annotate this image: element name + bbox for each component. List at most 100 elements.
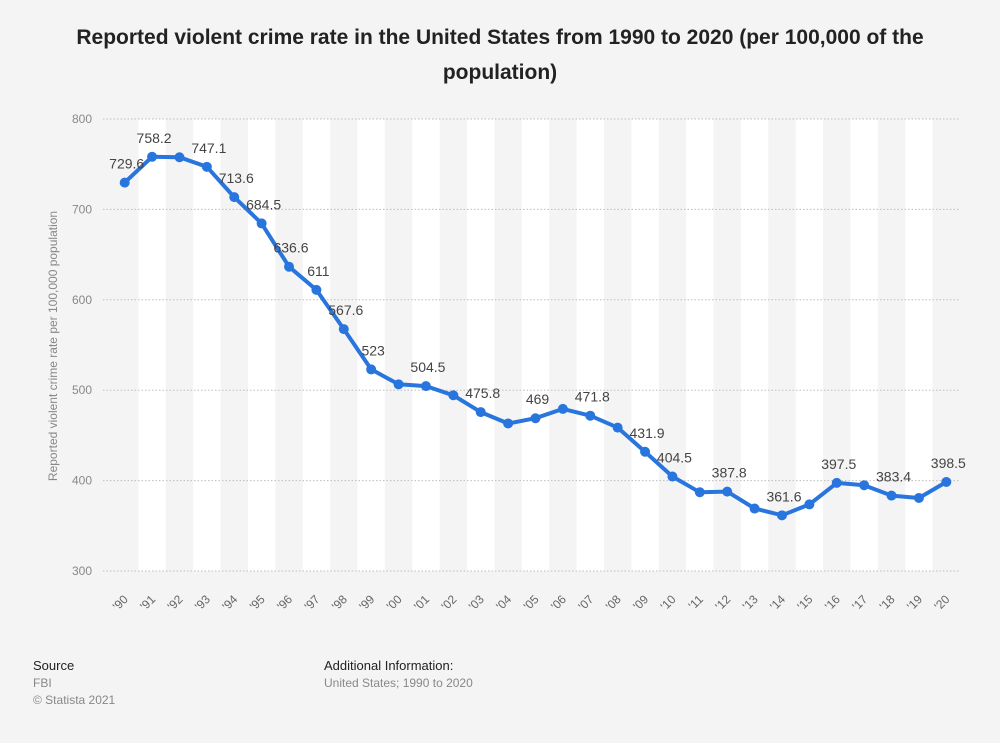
data-label: 567.6 (328, 302, 363, 318)
x-tick-label: '12 (712, 592, 733, 613)
data-label: 398.5 (931, 455, 966, 471)
x-tick-label: '95 (247, 592, 268, 613)
data-point-99[interactable] (366, 364, 377, 375)
data-point-16[interactable] (831, 477, 842, 488)
x-tick-label: '00 (384, 592, 405, 613)
data-point-92[interactable] (174, 152, 185, 163)
band-27 (850, 119, 878, 571)
x-tick-label: '15 (795, 592, 816, 613)
data-point-11[interactable] (694, 487, 705, 498)
x-tick-label: '91 (137, 592, 158, 613)
copyright[interactable]: © Statista 2021 (33, 693, 116, 707)
x-tick-label: '20 (931, 592, 952, 613)
line-chart: 300 400 500 600 700 800 Reported violent crim… (46, 112, 966, 613)
data-label: 475.8 (465, 385, 500, 401)
additional-info-block: Additional Information: United States; 1… (324, 657, 473, 692)
x-tick-label: '06 (548, 592, 569, 613)
data-point-15[interactable] (804, 499, 815, 510)
x-tick-label: '08 (603, 592, 624, 613)
data-label: 758.2 (137, 130, 172, 146)
data-point-97[interactable] (311, 284, 322, 295)
data-point-98[interactable] (338, 324, 349, 335)
y-tick-label: 500 (72, 383, 92, 397)
x-tick-label: '96 (274, 592, 295, 613)
data-label: 523 (361, 342, 385, 358)
x-tick-label: '04 (493, 592, 514, 613)
x-tick-label: '97 (302, 592, 323, 613)
data-point-14[interactable] (776, 510, 787, 521)
data-label: 383.4 (876, 469, 911, 485)
data-point-10[interactable] (667, 471, 678, 482)
y-tick-label: 300 (72, 564, 92, 578)
data-label: 431.9 (630, 425, 665, 441)
band-23 (740, 119, 769, 571)
x-tick-label: '99 (356, 592, 377, 613)
data-point-08[interactable] (612, 422, 623, 433)
x-tick-label: '07 (575, 592, 596, 613)
x-tick-label: '10 (658, 592, 679, 613)
x-tick-label: '92 (165, 592, 186, 613)
gridlines (103, 118, 960, 572)
data-label: 404.5 (657, 450, 692, 466)
y-tick-label: 700 (72, 202, 92, 216)
band-29 (905, 119, 933, 571)
data-point-91[interactable] (147, 151, 158, 162)
data-point-94[interactable] (229, 192, 240, 203)
band-9 (357, 119, 385, 571)
data-point-02[interactable] (448, 390, 459, 401)
alternating-bands (138, 119, 933, 571)
data-point-03[interactable] (475, 407, 486, 418)
band-3 (193, 119, 221, 571)
y-axis-ticks: 300 400 500 600 700 800 (72, 112, 92, 578)
x-tick-label: '01 (411, 592, 432, 613)
y-axis-label: Reported violent crime rate per 100,000 … (46, 211, 60, 481)
data-point-01[interactable] (420, 381, 431, 392)
x-tick-label: '90 (110, 592, 131, 613)
source-name[interactable]: FBI (33, 676, 52, 690)
data-label: 469 (526, 391, 550, 407)
x-tick-label: '98 (329, 592, 350, 613)
data-point-00[interactable] (393, 379, 404, 390)
info-text: United States; 1990 to 2020 (324, 676, 473, 690)
data-point-12[interactable] (722, 486, 733, 497)
data-label: 504.5 (410, 359, 445, 375)
data-point-19[interactable] (913, 492, 924, 503)
x-tick-label: '14 (767, 592, 788, 613)
data-point-09[interactable] (640, 446, 651, 457)
data-point-05[interactable] (530, 413, 541, 424)
x-tick-label: '05 (521, 592, 542, 613)
band-7 (302, 119, 331, 571)
x-tick-label: '17 (849, 592, 870, 613)
data-point-90[interactable] (119, 177, 130, 188)
data-point-04[interactable] (503, 418, 514, 429)
x-tick-label: '18 (877, 592, 898, 613)
data-label: 397.5 (821, 456, 856, 472)
x-tick-label: '13 (740, 592, 761, 613)
x-tick-label: '02 (439, 592, 460, 613)
x-tick-label: '93 (192, 592, 213, 613)
data-point-07[interactable] (585, 410, 596, 421)
band-11 (412, 119, 440, 571)
y-tick-label: 600 (72, 293, 92, 307)
data-label: 611 (307, 263, 330, 279)
data-point-20[interactable] (941, 476, 952, 487)
x-tick-label: '94 (219, 592, 240, 613)
x-tick-label: '09 (630, 592, 651, 613)
data-point-93[interactable] (201, 161, 212, 172)
band-19 (631, 119, 659, 571)
band-1 (138, 119, 166, 571)
band-21 (686, 119, 714, 571)
data-point-95[interactable] (256, 218, 267, 229)
data-point-13[interactable] (749, 503, 760, 514)
data-label: 387.8 (712, 465, 747, 481)
x-tick-label: '19 (904, 592, 925, 613)
data-label: 361.6 (766, 488, 801, 504)
y-tick-label: 400 (72, 474, 92, 488)
data-point-18[interactable] (886, 490, 897, 501)
data-label: 684.5 (246, 196, 281, 212)
data-label: 729.6 (109, 156, 144, 172)
data-point-06[interactable] (557, 403, 568, 414)
data-point-96[interactable] (284, 261, 295, 272)
data-point-17[interactable] (859, 480, 870, 491)
data-labels: 729.6 758.2 747.1 713.6 684.5 636.6 611 567.6 52… (109, 130, 966, 505)
